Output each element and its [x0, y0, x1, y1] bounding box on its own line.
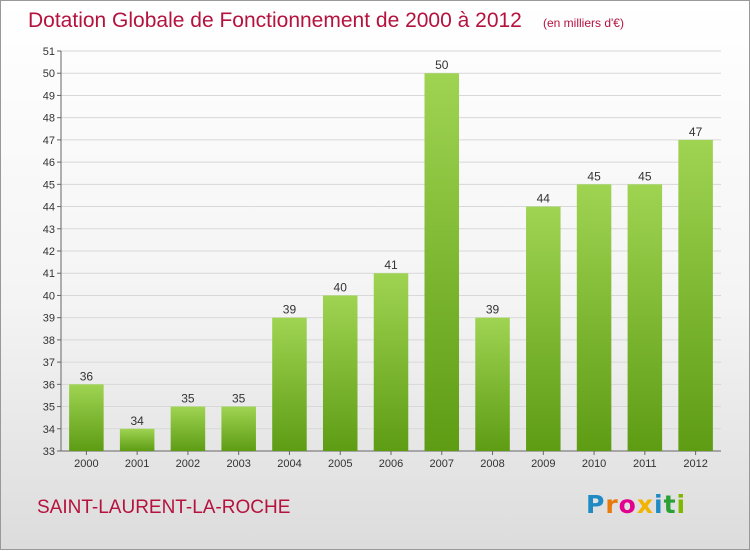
logo-letter: i: [654, 490, 664, 519]
y-tick-label: 47: [43, 135, 55, 147]
data-label: 44: [537, 192, 551, 206]
logo-letter: P: [586, 490, 606, 519]
chart-unit: (en milliers d'€): [543, 16, 624, 30]
bar: [576, 184, 612, 452]
x-tick-label: 2007: [430, 458, 454, 470]
y-tick-label: 49: [43, 90, 55, 102]
data-label: 36: [80, 369, 94, 383]
data-label: 41: [384, 258, 398, 272]
bars: [69, 73, 713, 452]
data-label: 45: [638, 169, 652, 183]
x-tick-label: 2000: [74, 458, 98, 470]
x-tick-label: 2001: [125, 458, 149, 470]
logo-letter: x: [636, 490, 654, 519]
logo-letter: t: [663, 490, 677, 519]
logo-letter: r: [605, 490, 619, 519]
data-label: 34: [130, 414, 144, 428]
y-tick-label: 34: [43, 424, 55, 436]
logo-letter: o: [618, 490, 637, 519]
bar: [475, 317, 510, 451]
x-tick-label: 2010: [582, 458, 606, 470]
chart-title: Dotation Globale de Fonctionnement de 20…: [28, 9, 522, 32]
x-tick-label: 2002: [176, 458, 200, 470]
y-tick-label: 46: [43, 157, 55, 169]
data-label: 50: [435, 58, 449, 72]
commune-name: SAINT-LAURENT-LA-ROCHE: [37, 497, 291, 518]
y-tick-label: 44: [43, 202, 55, 214]
y-tick-label: 48: [43, 113, 55, 125]
bar: [373, 273, 409, 451]
bar: [627, 184, 663, 452]
data-label: 39: [486, 303, 500, 317]
data-label: 35: [232, 392, 246, 406]
data-label: 35: [181, 392, 195, 406]
data-labels: 36 34 35 35 39 40 41 50 39 44 45 45 47: [80, 58, 703, 428]
bar: [221, 406, 256, 451]
bar: [170, 406, 206, 451]
x-tick-label: 2004: [277, 458, 301, 470]
data-label: 40: [334, 280, 348, 294]
y-tick-label: 38: [43, 335, 55, 347]
y-tick-label: 51: [43, 46, 55, 58]
y-tick-label: 41: [43, 268, 55, 280]
x-tick-label: 2008: [480, 458, 504, 470]
y-tick-label: 35: [43, 402, 55, 414]
bar: [69, 384, 104, 451]
y-tick-label: 43: [43, 224, 55, 236]
data-label: 47: [689, 125, 703, 139]
y-tick-label: 40: [43, 290, 55, 302]
y-tick-label: 39: [43, 313, 55, 325]
bar: [272, 317, 307, 451]
x-tick-label: 2012: [683, 458, 707, 470]
bar: [322, 295, 358, 451]
y-tick-labels: 33 34 35 36 37 38 39 40 41 42 43 44 45 46 47 48 49 50 51: [43, 46, 55, 458]
y-tick-label: 50: [43, 68, 55, 80]
bar: [678, 139, 713, 451]
x-tick-label: 2011: [633, 458, 657, 470]
x-tick-labels: 2000 2001 2002 2003 2004 2005 2006 2007 2008 2009…: [74, 458, 708, 470]
y-tick-label: 42: [43, 246, 55, 258]
data-label: 39: [283, 303, 297, 317]
logo-letter: i: [676, 490, 687, 519]
proxiti-logo[interactable]: Proxiti: [586, 490, 686, 519]
x-tick-label: 2003: [226, 458, 250, 470]
x-tick-label: 2005: [328, 458, 352, 470]
y-tick-label: 37: [43, 357, 55, 369]
bar: [119, 428, 155, 451]
bar: [424, 73, 460, 451]
x-tick-label: 2006: [379, 458, 403, 470]
bar: [526, 206, 561, 451]
y-tick-label: 45: [43, 179, 55, 191]
x-tick-label: 2009: [531, 458, 555, 470]
y-tick-label: 36: [43, 379, 55, 391]
data-label: 45: [587, 169, 601, 183]
y-tick-label: 33: [43, 446, 55, 458]
